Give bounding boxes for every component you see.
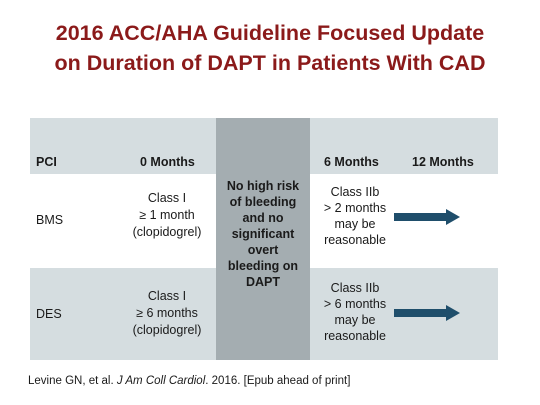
shade-line: bleeding on: [227, 259, 299, 273]
title-line-2: on Duration of DAPT in Patients With CAD: [54, 51, 486, 75]
no-bleeding-risk-text: No high risk of bleeding and no signific…: [216, 178, 310, 290]
bms-zero-months-cell: Class I ≥ 1 month (clopidogrel): [120, 190, 214, 241]
cell-line: > 6 months: [323, 297, 387, 311]
slide-title: 2016 ACC/AHA Guideline Focused Update on…: [0, 18, 540, 78]
cell-line: ≥ 6 months: [136, 306, 198, 320]
cell-line: Class I: [147, 191, 187, 205]
arrow-right-icon: [394, 209, 460, 225]
citation-journal: J Am Coll Cardiol: [116, 375, 206, 387]
header-0-months: 0 Months: [140, 155, 195, 169]
header-12-months: 12 Months: [412, 155, 474, 169]
cell-line: reasonable: [324, 329, 386, 343]
cell-line: ≥ 1 month: [139, 208, 195, 222]
cell-line: may be: [334, 217, 376, 231]
bms-six-months-cell: Class IIb > 2 months may be reasonable: [312, 184, 398, 248]
row-label-bms: BMS: [36, 213, 64, 227]
shade-line: of bleeding: [229, 195, 297, 209]
cell-line: Class IIb: [330, 281, 380, 295]
cell-line: Class IIb: [330, 185, 380, 199]
arrow-right-icon: [394, 305, 460, 321]
cell-line: may be: [334, 313, 376, 327]
cell-line: reasonable: [324, 233, 386, 247]
des-six-months-cell: Class IIb > 6 months may be reasonable: [312, 280, 398, 344]
shade-line: overt: [247, 243, 279, 257]
des-zero-months-cell: Class I ≥ 6 months (clopidogrel): [120, 288, 214, 339]
citation-rest: . 2016. [Epub ahead of print]: [205, 375, 351, 387]
cell-line: Class I: [147, 289, 187, 303]
shade-line: and no: [242, 211, 284, 225]
cell-line: (clopidogrel): [132, 225, 202, 239]
shade-line: DAPT: [245, 275, 281, 289]
cell-line: > 2 months: [323, 201, 387, 215]
citation: Levine GN, et al. J Am Coll Cardiol. 201…: [28, 375, 350, 387]
citation-authors: Levine GN, et al.: [28, 375, 117, 387]
title-line-1: 2016 ACC/AHA Guideline Focused Update: [55, 21, 485, 45]
row-label-des: DES: [36, 307, 62, 321]
header-pci: PCI: [36, 155, 57, 169]
header-6-months: 6 Months: [324, 155, 379, 169]
cell-line: (clopidogrel): [132, 323, 202, 337]
shade-line: No high risk: [226, 179, 300, 193]
shade-line: significant: [231, 227, 295, 241]
no-bleeding-risk-column: [216, 118, 310, 360]
